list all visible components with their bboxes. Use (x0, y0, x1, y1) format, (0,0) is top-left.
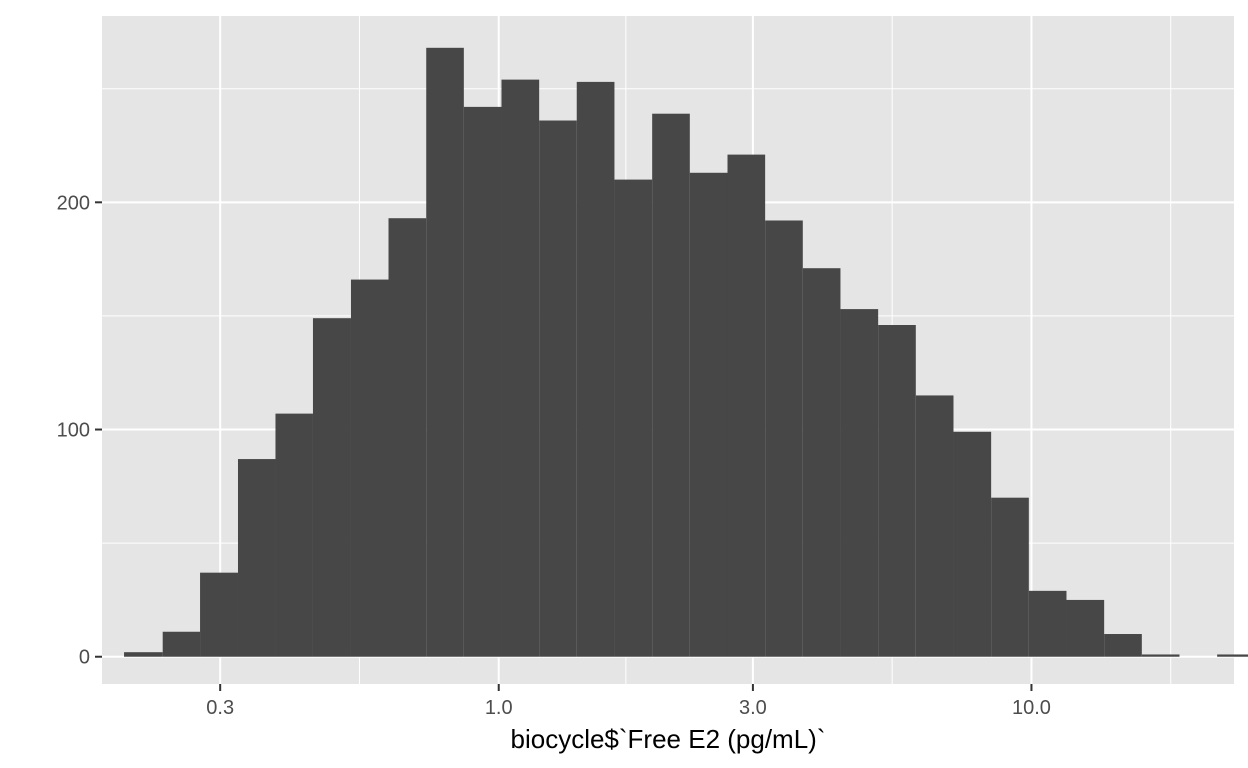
histogram-bar (350, 279, 389, 657)
histogram-bar (426, 47, 464, 657)
histogram-bar (463, 106, 502, 657)
histogram-bar (878, 325, 916, 657)
histogram-bar (388, 218, 427, 657)
x-tick-label: 10.0 (1012, 697, 1051, 719)
x-axis-title: biocycle$`Free E2 (pg/mL)` (511, 724, 826, 754)
histogram-bar (953, 431, 992, 657)
histogram-bar (200, 572, 238, 657)
histogram-bar (689, 172, 728, 657)
y-tick-label: 200 (57, 192, 90, 214)
histogram-bar (275, 413, 313, 657)
x-tick-label: 0.3 (206, 697, 234, 719)
histogram-bar (162, 631, 201, 657)
histogram-bar (727, 154, 766, 657)
x-tick-label: 3.0 (739, 697, 767, 719)
histogram-bar (1141, 654, 1180, 657)
histogram-bar (652, 113, 690, 657)
histogram-bar (1104, 634, 1142, 657)
histogram-bar (614, 179, 653, 657)
histogram-bar (124, 652, 163, 657)
x-tick-label: 1.0 (485, 697, 513, 719)
histogram-bar (312, 318, 351, 657)
histogram-bar (576, 81, 615, 657)
histogram-bar (840, 309, 879, 657)
histogram-bar (991, 497, 1029, 657)
histogram-bar (501, 79, 540, 657)
histogram-bar (802, 268, 841, 657)
x-axis: 0.3 1.0 3.0 10.0 (206, 684, 1051, 719)
histogram-bar (1028, 590, 1067, 657)
histogram-bar (765, 220, 803, 657)
histogram-bar (539, 120, 577, 657)
y-axis: 0 100 200 (57, 192, 102, 669)
histogram-bars (124, 47, 1248, 657)
y-tick-label: 0 (79, 647, 90, 669)
histogram-bar (1217, 654, 1248, 657)
y-tick-label: 100 (57, 420, 90, 442)
histogram-bar (1066, 599, 1105, 657)
histogram-bar (915, 395, 954, 657)
histogram-bar (237, 459, 276, 657)
